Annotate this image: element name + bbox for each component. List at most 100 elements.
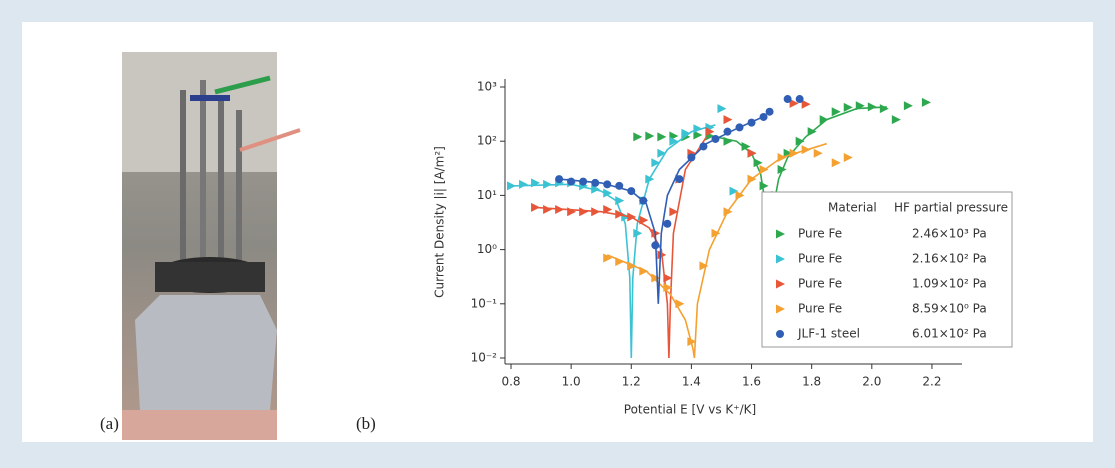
point <box>591 178 600 187</box>
point <box>579 207 589 217</box>
legend-pressure: 1.09×10² Pa <box>912 277 987 291</box>
point <box>603 188 613 198</box>
point <box>567 177 576 186</box>
point <box>639 196 648 205</box>
y-axis-label: Current Density |i| [A/m²] <box>433 146 447 298</box>
point <box>843 153 853 163</box>
point <box>921 97 931 107</box>
point <box>651 158 661 168</box>
point <box>567 207 577 217</box>
point <box>777 153 787 163</box>
point <box>627 187 636 196</box>
legend-header: HF partial pressure <box>894 201 1008 215</box>
point <box>687 337 697 347</box>
point <box>627 261 637 271</box>
point <box>579 177 588 186</box>
point <box>747 118 756 127</box>
point <box>789 148 799 158</box>
x-tick-label: 1.8 <box>802 375 821 389</box>
y-tick-label: 10⁻² <box>471 351 498 365</box>
y-tick-label: 10⁰ <box>477 242 497 256</box>
x-tick-label: 1.0 <box>562 375 581 389</box>
point <box>789 98 799 108</box>
point <box>891 115 901 125</box>
point <box>747 148 757 158</box>
point <box>699 261 709 271</box>
point <box>705 127 715 137</box>
y-tick-label: 10² <box>477 134 497 148</box>
legend-pressure: 2.46×10³ Pa <box>912 227 987 241</box>
point <box>855 101 865 111</box>
y-tick-label: 10¹ <box>477 188 497 202</box>
point <box>507 181 517 191</box>
point <box>813 148 823 158</box>
point <box>711 134 720 143</box>
point <box>591 207 601 217</box>
point <box>723 207 733 217</box>
point <box>819 115 829 125</box>
point <box>759 112 768 121</box>
panel-label: (a) <box>100 414 119 433</box>
point <box>639 266 649 276</box>
legend-pressure: 2.16×10² Pa <box>912 252 987 266</box>
point <box>693 130 703 140</box>
legend-label: Pure Fe <box>798 252 842 266</box>
point <box>777 165 787 175</box>
point <box>867 102 877 112</box>
x-tick-label: 2.2 <box>922 375 941 389</box>
point <box>657 148 667 158</box>
point <box>831 158 841 168</box>
point <box>801 145 811 155</box>
point <box>591 184 601 194</box>
point <box>801 99 811 109</box>
legend-box <box>761 191 1013 348</box>
x-tick-label: 2.0 <box>862 375 881 389</box>
point <box>645 131 655 141</box>
point <box>531 178 541 188</box>
point <box>519 179 529 189</box>
point <box>903 101 913 111</box>
point <box>615 196 625 206</box>
point <box>699 142 708 151</box>
x-axis-label: Potential E [V vs K⁺/K] <box>624 403 756 417</box>
legend-label: Pure Fe <box>798 302 842 316</box>
point <box>795 95 804 104</box>
legend-marker <box>776 254 785 264</box>
point <box>747 174 757 184</box>
legend-header: Material <box>828 201 877 215</box>
legend-marker <box>776 304 785 314</box>
point <box>615 209 625 219</box>
point <box>603 204 613 214</box>
point <box>645 174 655 184</box>
x-tick-label: 1.4 <box>682 375 701 389</box>
legend-marker <box>776 279 785 289</box>
point <box>603 253 613 263</box>
legend-marker <box>776 229 785 239</box>
point <box>543 179 553 189</box>
point <box>723 127 732 136</box>
point <box>603 180 612 189</box>
point <box>531 202 541 212</box>
point <box>795 136 805 146</box>
point <box>555 204 565 214</box>
point <box>879 104 889 114</box>
point <box>717 104 727 114</box>
point <box>759 165 769 175</box>
legend-label: JLF-1 steel <box>797 327 860 341</box>
point <box>759 181 769 191</box>
panel-label: (b) <box>356 414 376 433</box>
point <box>681 128 691 138</box>
point <box>627 212 637 222</box>
legend-pressure: 6.01×10² Pa <box>912 327 987 341</box>
point <box>633 228 643 238</box>
point <box>693 124 703 134</box>
point <box>735 190 745 200</box>
point <box>765 107 774 116</box>
fit-line <box>510 124 716 359</box>
point <box>675 299 685 309</box>
point <box>687 153 696 162</box>
point <box>615 181 624 190</box>
point <box>807 127 817 137</box>
